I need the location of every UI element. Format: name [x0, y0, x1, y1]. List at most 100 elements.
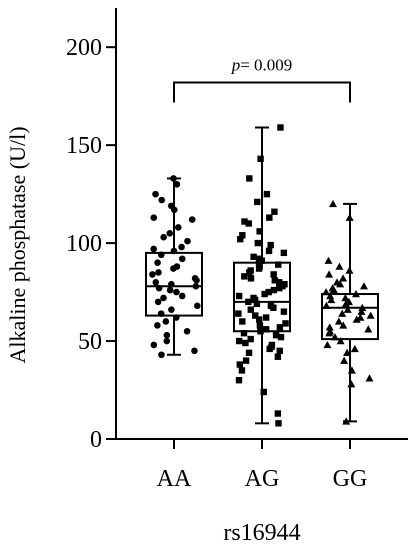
- data-point: [166, 229, 174, 237]
- data-point: [254, 239, 261, 247]
- x-tick-label: GG: [333, 466, 368, 492]
- data-point: [270, 271, 277, 278]
- data-point: [266, 214, 273, 221]
- data-point: [184, 237, 191, 245]
- data-point: [247, 335, 254, 343]
- data-point: [365, 374, 374, 382]
- data-point: [257, 328, 264, 335]
- data-point: [149, 271, 156, 278]
- data-point: [277, 333, 285, 341]
- data-point: [246, 269, 253, 276]
- data-point: [364, 325, 373, 333]
- x-tick-label: AG: [245, 466, 280, 492]
- data-point: [343, 305, 352, 313]
- data-point: [325, 323, 334, 331]
- data-point: [239, 232, 246, 239]
- data-point: [241, 218, 248, 225]
- data-point: [343, 348, 352, 356]
- data-point: [170, 175, 177, 182]
- data-point: [163, 331, 171, 339]
- data-point: [347, 380, 356, 388]
- data-point: [266, 345, 273, 353]
- y-tick-label: 0: [90, 427, 102, 453]
- data-point: [168, 306, 175, 314]
- data-point: [157, 251, 165, 259]
- data-point: [261, 290, 268, 298]
- data-point: [276, 324, 284, 331]
- data-point: [351, 290, 360, 298]
- p-value: = 0.009: [240, 55, 292, 74]
- data-point: [270, 304, 277, 311]
- data-point: [194, 302, 201, 310]
- data-point: [250, 253, 257, 261]
- data-point: [241, 273, 248, 280]
- data-point: [358, 303, 367, 311]
- data-point: [329, 286, 338, 294]
- data-point: [322, 288, 331, 296]
- data-point: [150, 341, 158, 349]
- data-point: [178, 255, 186, 263]
- data-point: [350, 344, 359, 353]
- data-point: [235, 337, 243, 345]
- data-point: [341, 293, 350, 302]
- data-point: [192, 282, 200, 290]
- data-point: [275, 261, 282, 268]
- data-point: [150, 214, 158, 221]
- data-point: [252, 312, 259, 319]
- data-point: [188, 216, 196, 223]
- data-point: [178, 243, 185, 251]
- data-point: [193, 277, 200, 284]
- data-point: [265, 247, 273, 255]
- data-point: [263, 190, 271, 198]
- data-point: [238, 367, 246, 374]
- data-point: [352, 315, 361, 323]
- data-point: [152, 190, 159, 198]
- data-point: [256, 322, 264, 329]
- data-point: [326, 291, 335, 300]
- data-point: [265, 288, 272, 296]
- data-point: [160, 294, 167, 302]
- data-point: [242, 357, 250, 364]
- data-point: [155, 269, 162, 276]
- data-point: [262, 314, 270, 321]
- data-point: [163, 337, 171, 345]
- data-point: [178, 292, 186, 300]
- data-point: [328, 199, 337, 208]
- data-point: [242, 339, 249, 347]
- data-point: [276, 347, 283, 355]
- x-tick-label: AA: [157, 466, 192, 492]
- data-point: [282, 320, 289, 327]
- data-point: [257, 155, 264, 163]
- x-axis-label: rs16944: [223, 520, 300, 546]
- data-point: [342, 417, 351, 425]
- x-axis: AA AG GG: [116, 438, 408, 492]
- data-point: [173, 181, 181, 188]
- data-point: [150, 245, 157, 253]
- data-point: [345, 266, 354, 274]
- data-point: [239, 318, 246, 325]
- data-point: [277, 124, 284, 131]
- data-point: [154, 322, 161, 329]
- data-point: [334, 317, 343, 325]
- data-point: [276, 279, 283, 286]
- data-point: [336, 280, 345, 288]
- y-tick-label: 100: [66, 231, 102, 257]
- data-point: [339, 274, 348, 282]
- data-point: [171, 206, 178, 214]
- data-point: [341, 299, 350, 308]
- data-point: [340, 356, 349, 364]
- data-point: [245, 220, 252, 227]
- y-tick-label: 150: [66, 133, 102, 159]
- data-point: [366, 311, 375, 319]
- data-point: [339, 321, 348, 329]
- data-point: [154, 259, 161, 266]
- data-point: [170, 265, 177, 272]
- data-point: [323, 340, 332, 349]
- data-point: [325, 270, 334, 278]
- data-point: [327, 295, 336, 304]
- data-point: [347, 366, 356, 374]
- data-point: [235, 292, 243, 300]
- data-point: [255, 265, 263, 272]
- data-point: [166, 286, 174, 294]
